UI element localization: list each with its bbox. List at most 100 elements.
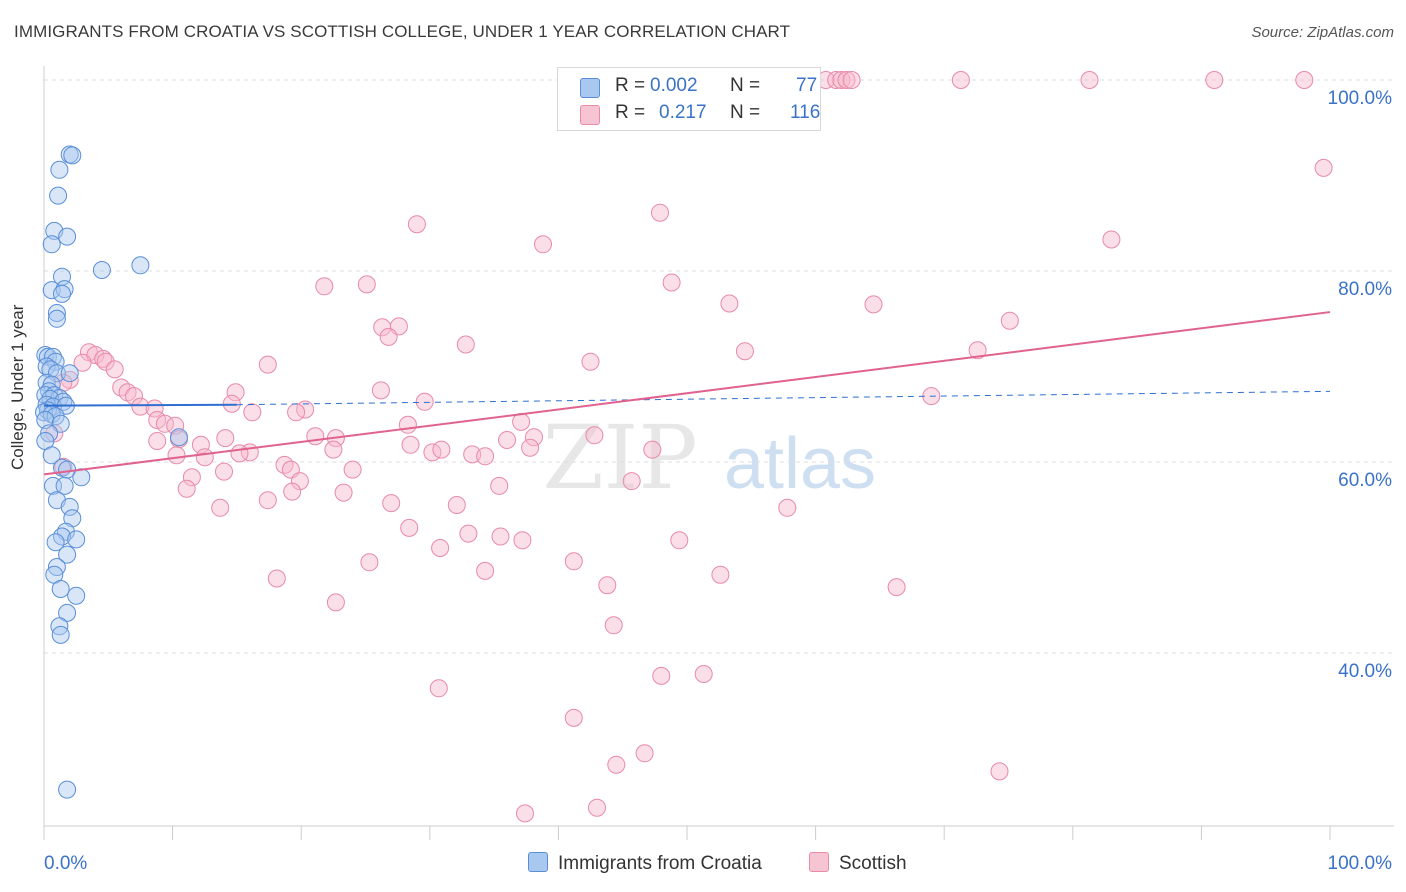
scottish-point (598, 576, 617, 595)
legend-item-croatia[interactable]: Immigrants from Croatia (528, 852, 762, 875)
scottish-point (431, 539, 450, 557)
legend-label-croatia: Immigrants from Croatia (558, 853, 762, 874)
croatia-point (58, 780, 77, 799)
scottish-point (357, 275, 376, 294)
croatia-point (36, 346, 55, 364)
legend-r-value-scottish: 0.217 (659, 102, 707, 123)
legend-swatch-blue (528, 852, 548, 872)
scottish-point (400, 518, 419, 537)
scottish-point (525, 428, 543, 447)
scottish-point (968, 341, 987, 360)
scottish-point (222, 394, 241, 413)
y-tick-label-100: 100.0% (1328, 88, 1393, 109)
x-tick-label-min: 0.0% (44, 853, 87, 874)
legend-r-label: R = (615, 75, 646, 96)
scottish-point (990, 762, 1009, 781)
scottish-point (258, 491, 277, 510)
scottish-point (326, 593, 345, 612)
legend-item-scottish[interactable]: Scottish (809, 852, 907, 875)
scottish-point (1295, 71, 1314, 89)
croatia-point (67, 586, 86, 605)
croatia-point (36, 411, 55, 429)
scottish-point (476, 447, 495, 466)
source-label: Source: ZipAtlas.com (1251, 24, 1394, 41)
scottish-point (476, 561, 495, 580)
scottish-point (94, 349, 113, 368)
scottish-point (512, 412, 531, 431)
scottish-point (1000, 311, 1019, 330)
croatia-point (50, 160, 69, 179)
scottish-point (652, 666, 671, 685)
scottish-point (195, 448, 214, 467)
scottish-point (243, 403, 262, 422)
scottish-point (662, 273, 681, 292)
scottish-point (1314, 158, 1333, 177)
scottish-point (1102, 230, 1121, 249)
scottish-point (382, 494, 401, 513)
croatia-trend-line (43, 403, 237, 407)
scottish-point (131, 397, 150, 416)
scottish-point (720, 294, 739, 313)
scottish-point (371, 381, 390, 400)
scottish-point (306, 427, 325, 446)
croatia-point (35, 403, 53, 422)
scottish-point (456, 335, 475, 354)
y-tick-label-80: 80.0% (1338, 279, 1392, 300)
scottish-trend-line (43, 311, 1331, 476)
legend-r-value-croatia: 0.002 (650, 75, 698, 96)
correlation-legend: R = 0.002 N = 77 R = 0.217 N = 116 (557, 67, 821, 131)
scottish-point (837, 71, 856, 89)
y-tick-label-60: 60.0% (1338, 470, 1392, 491)
x-tick-label-max: 100.0% (1328, 853, 1393, 874)
scottish-point (215, 462, 233, 481)
scottish-point (459, 524, 478, 543)
scottish-point (842, 71, 861, 89)
croatia-point (42, 281, 61, 300)
scottish-point (887, 578, 906, 597)
croatia-point (46, 533, 65, 552)
scottish-point (521, 438, 540, 457)
croatia-point (55, 476, 74, 495)
croatia-point (53, 284, 71, 303)
scottish-point (735, 342, 754, 361)
scottish-point (588, 798, 606, 817)
croatia-point (58, 603, 77, 622)
croatia-point (170, 428, 188, 447)
croatia-point (47, 309, 66, 328)
scottish-point (73, 353, 92, 372)
croatia-point (60, 497, 79, 516)
scottish-point (864, 295, 883, 314)
scottish-point (177, 479, 196, 498)
scottish-point (287, 403, 306, 422)
croatia-point (51, 414, 70, 433)
scottish-point (622, 472, 641, 491)
scottish-point (216, 429, 235, 448)
legend-swatch-pink (809, 852, 829, 872)
scottish-point (112, 378, 131, 397)
scottish-point (148, 432, 167, 450)
scottish-point (167, 446, 186, 465)
scottish-point (513, 531, 532, 550)
legend-swatch-blue (580, 78, 600, 98)
legend-n-value-croatia: 77 (796, 75, 818, 96)
croatia-point (92, 261, 111, 279)
scottish-point (290, 472, 309, 491)
scottish-point (711, 565, 730, 584)
scottish-point (166, 416, 185, 435)
scottish-point (96, 352, 115, 371)
croatia-point (60, 364, 79, 383)
scottish-point (491, 527, 510, 546)
scottish-point (429, 679, 448, 698)
scottish-point (447, 496, 466, 514)
legend-n-label: N = (730, 102, 761, 123)
scottish-point (607, 755, 626, 774)
scottish-point (258, 355, 277, 374)
scottish-point (564, 552, 583, 571)
croatia-point (42, 235, 61, 254)
scottish-point (275, 455, 294, 474)
scottish-point (498, 431, 516, 449)
scottish-point (182, 468, 201, 487)
croatia-point (131, 256, 150, 275)
scottish-point (360, 553, 379, 572)
